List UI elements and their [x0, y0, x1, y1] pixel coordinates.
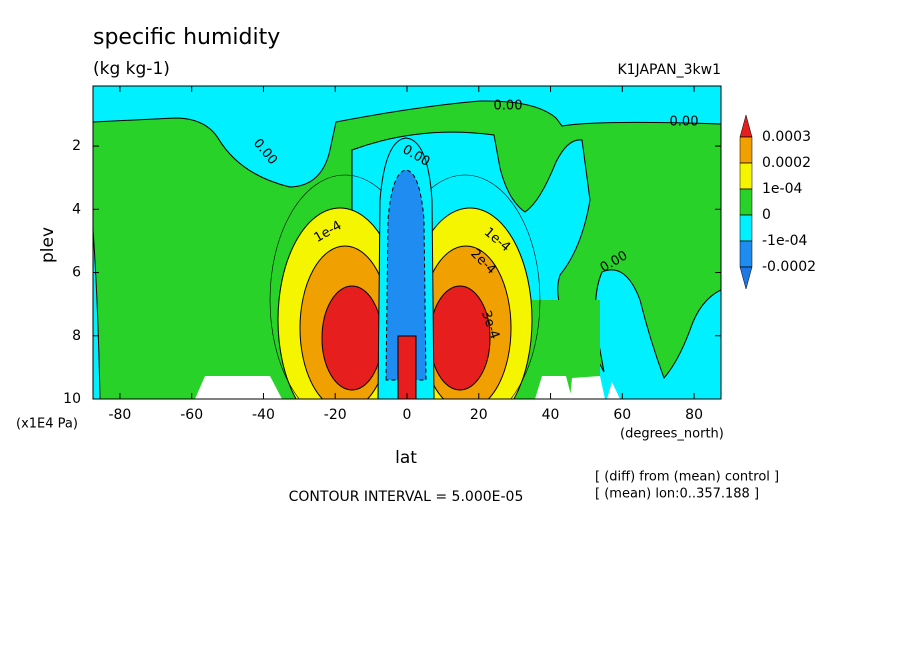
x-tick-label: 80: [685, 407, 703, 423]
colorbar-cell: [739, 240, 753, 268]
note: [ (mean) lon:0..357.188 ]: [595, 487, 759, 502]
colorbar-cell: [739, 162, 753, 190]
contour-interval: CONTOUR INTERVAL = 5.000E-05: [289, 489, 524, 505]
colorbar-cell: [739, 188, 753, 216]
contour-label: 0.00: [494, 99, 523, 114]
contour-field: [93, 86, 721, 399]
x-tick-label: -40: [252, 407, 275, 423]
colorbar-cell: [739, 214, 753, 242]
colorbar-label: -0.0002: [762, 259, 816, 275]
x-tick-label: 40: [542, 407, 560, 423]
y-tick-label: 6: [72, 265, 81, 281]
colorbar-label: 0: [762, 207, 771, 223]
y-tick-label: 4: [72, 201, 81, 217]
contour-fill: [429, 285, 491, 391]
colorbar-cell: [739, 266, 753, 290]
colorbar-cell: [739, 136, 753, 164]
colorbar-label: 0.0002: [762, 155, 811, 171]
colorbar-cell: [739, 114, 753, 138]
x-tick-label: -60: [180, 407, 203, 423]
colorbar-label: 1e-04: [762, 181, 802, 197]
x-tick-label: -20: [324, 407, 347, 423]
contour-label: 0.00: [670, 115, 699, 130]
colorbar-label: 0.0003: [762, 129, 811, 145]
x-tick-label: 20: [470, 407, 488, 423]
y-tick-label: 8: [72, 328, 81, 344]
x-axis-label: lat: [395, 448, 417, 468]
y-tick-label: 2: [72, 138, 81, 154]
x-tick-label: 0: [403, 407, 412, 423]
contour-fill: [93, 100, 721, 399]
chart-subtitle: (kg kg-1): [93, 59, 170, 79]
x-tick-label: -80: [108, 407, 131, 423]
contour-fill: [321, 285, 383, 391]
y-axis-label: plev: [38, 227, 58, 263]
chart-title: specific humidity: [93, 25, 280, 50]
note: [ (diff) from (mean) control ]: [595, 470, 779, 485]
experiment-label: K1JAPAN_3kw1: [617, 62, 721, 78]
colorbar-label: -1e-04: [762, 233, 808, 249]
terrain: [195, 376, 620, 399]
y-tick-label: 10: [63, 391, 81, 407]
contour-fill: [397, 335, 417, 399]
x-tick-label: 60: [613, 407, 631, 423]
contour-fill: [385, 169, 427, 381]
y-axis-unit: (x1E4 Pa): [16, 417, 78, 432]
x-axis-unit: (degrees_north): [620, 427, 724, 442]
